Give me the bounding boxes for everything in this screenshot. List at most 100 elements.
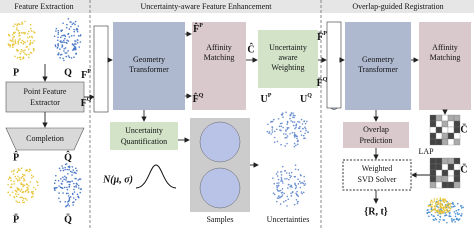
cloud-point — [17, 175, 19, 178]
cloud-point — [299, 125, 301, 128]
cloud-point — [67, 201, 69, 203]
cloud-point — [16, 49, 18, 52]
cloud-point — [74, 198, 77, 201]
cloud-point — [18, 177, 21, 179]
cloud-point — [71, 180, 73, 182]
label: N(μ, σ) — [102, 174, 133, 185]
cloud-point — [16, 28, 18, 31]
cloud-point — [300, 134, 303, 136]
matrix-cell — [447, 175, 455, 183]
cloud-point — [24, 169, 27, 172]
cloud-point — [280, 192, 283, 194]
cloud-point — [451, 219, 453, 222]
cloud-point — [64, 52, 67, 54]
matrix-cell — [453, 114, 461, 122]
cloud-point — [19, 38, 21, 40]
cloud-point — [29, 39, 32, 42]
cloud-point — [285, 111, 287, 114]
matrix-cell — [435, 114, 443, 122]
cloud-point — [73, 185, 76, 188]
cloud-point — [280, 129, 282, 132]
box-label: Affinity — [432, 43, 458, 52]
label: P — [13, 67, 19, 78]
cloud-point — [427, 211, 430, 213]
header: Feature Extraction Uncertainty-aware Fea… — [0, 0, 474, 228]
cloud-point — [57, 33, 59, 36]
cloud-point — [279, 122, 282, 125]
label: UQ — [300, 93, 312, 105]
cloud-point — [446, 211, 448, 213]
cloud-point — [26, 32, 29, 35]
symbol: F̄ — [317, 78, 323, 90]
cloud-point — [65, 177, 68, 179]
cloud-point — [451, 202, 454, 205]
cloud-point — [70, 57, 73, 59]
cloud-point — [20, 177, 23, 179]
cloud-point — [291, 121, 294, 123]
cloud-point — [453, 205, 456, 207]
cloud-point — [31, 195, 34, 198]
matrix-cell — [447, 181, 455, 189]
cloud-point — [59, 57, 61, 59]
cloud-point — [28, 36, 31, 38]
cloud-point — [302, 128, 304, 130]
matrix-cell — [453, 175, 461, 183]
cloud-point — [442, 208, 445, 211]
cloud-point — [276, 186, 279, 189]
cloud-point — [72, 22, 75, 24]
cloud-point — [58, 192, 60, 194]
cloud-point — [297, 120, 299, 123]
cloud-point — [22, 56, 25, 58]
matrix-cell — [447, 126, 455, 134]
cloud-point — [444, 207, 447, 209]
cloud-point — [439, 202, 441, 204]
cloud-point — [30, 52, 33, 54]
cloud-point — [445, 205, 448, 207]
cloud-point — [75, 47, 77, 49]
cloud-point — [290, 175, 293, 177]
cloud-point — [299, 130, 302, 133]
cloud-point — [24, 197, 27, 200]
cloud-point — [286, 126, 289, 129]
cloud-point — [293, 175, 296, 178]
matrix-cell — [429, 114, 437, 122]
cloud-point — [68, 36, 71, 38]
cloud-point — [273, 193, 276, 196]
matrix-cell — [435, 175, 443, 183]
cloud-point — [440, 211, 443, 213]
cloud-point — [67, 50, 69, 52]
cloud-point — [37, 184, 39, 187]
cloud-point — [292, 112, 294, 114]
cloud-point — [76, 27, 78, 30]
cloud-point — [18, 23, 21, 26]
header-bar — [0, 0, 474, 13]
cloud-point — [22, 49, 24, 52]
cloud-point — [293, 136, 296, 138]
box-label: Point Feature — [24, 87, 67, 96]
cloud-point — [68, 168, 70, 171]
box-label: aware — [278, 53, 298, 62]
cloud-point — [13, 180, 15, 183]
cloud-point — [460, 214, 463, 217]
cloud-point — [66, 181, 69, 183]
cloud-point — [284, 170, 287, 172]
cloud-point — [439, 197, 442, 199]
cloud-point — [19, 196, 22, 199]
cloud-point — [434, 202, 437, 204]
matrix-cell — [441, 157, 449, 165]
cloud-point — [293, 131, 296, 134]
cloud-point — [68, 181, 71, 183]
cloud-point — [12, 173, 15, 175]
matrices — [429, 114, 461, 189]
cloud-point — [61, 180, 64, 182]
cloud-point — [61, 34, 63, 37]
cloud-point — [60, 41, 62, 44]
cloud-point — [22, 40, 25, 43]
cloud-point — [282, 116, 284, 118]
cloud-point — [300, 118, 303, 121]
cloud-point — [7, 178, 10, 180]
cloud-point — [16, 187, 19, 189]
cloud-point — [286, 135, 289, 137]
cloud-point — [14, 55, 16, 58]
cloud-point — [276, 175, 279, 177]
